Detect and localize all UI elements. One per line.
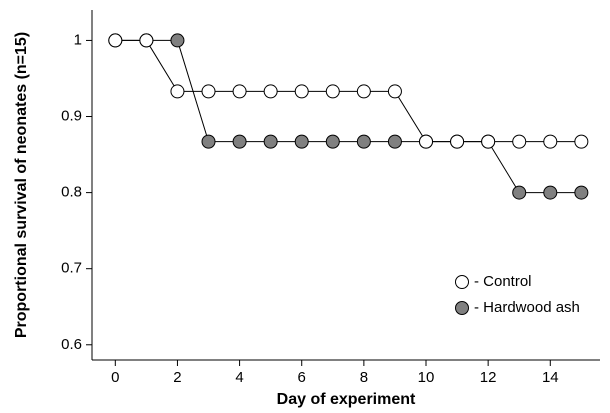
data-point: [356, 84, 371, 99]
x-tick-label: 4: [235, 369, 243, 386]
data-point: [574, 185, 589, 200]
data-point: [263, 134, 278, 149]
data-point: [512, 185, 527, 200]
x-tick-label: 12: [480, 369, 497, 386]
data-point: [512, 134, 527, 149]
data-point: [481, 134, 496, 149]
x-tick-label: 6: [298, 369, 306, 386]
x-tick-label: 10: [418, 369, 435, 386]
data-point: [543, 134, 558, 149]
data-point: [294, 84, 309, 99]
data-point: [543, 185, 558, 200]
data-point: [419, 134, 434, 149]
data-point: [201, 84, 216, 99]
x-tick-label: 8: [360, 369, 368, 386]
series-line: [115, 39, 582, 143]
data-point: [170, 84, 185, 99]
x-axis-title: Day of experiment: [277, 391, 416, 408]
series-line: [115, 39, 582, 194]
legend-marker: [455, 275, 469, 289]
x-tick-label: 14: [542, 369, 559, 386]
data-point: [325, 84, 340, 99]
y-tick-label: 0.9: [61, 107, 82, 124]
x-tick-label: 0: [111, 369, 119, 386]
data-point: [170, 33, 185, 48]
data-point: [387, 84, 402, 99]
y-tick-label: 1: [74, 31, 82, 48]
y-axis-title: Proportional survival of neonates (n=15): [13, 32, 30, 338]
x-tick-label: 2: [173, 369, 181, 386]
legend-label: - Hardwood ash: [474, 299, 580, 316]
data-point: [574, 134, 589, 149]
y-tick-label: 0.6: [61, 336, 82, 353]
data-point: [325, 134, 340, 149]
data-point: [263, 84, 278, 99]
data-point: [201, 134, 216, 149]
data-point: [232, 84, 247, 99]
data-point: [139, 33, 154, 48]
legend-label: - Control: [474, 273, 532, 290]
data-point: [294, 134, 309, 149]
y-tick-label: 0.8: [61, 184, 82, 201]
data-point: [232, 134, 247, 149]
legend-marker: [455, 301, 469, 315]
data-point: [356, 134, 371, 149]
y-tick-label: 0.7: [61, 260, 82, 277]
data-point: [450, 134, 465, 149]
data-point: [387, 134, 402, 149]
data-point: [108, 33, 123, 48]
